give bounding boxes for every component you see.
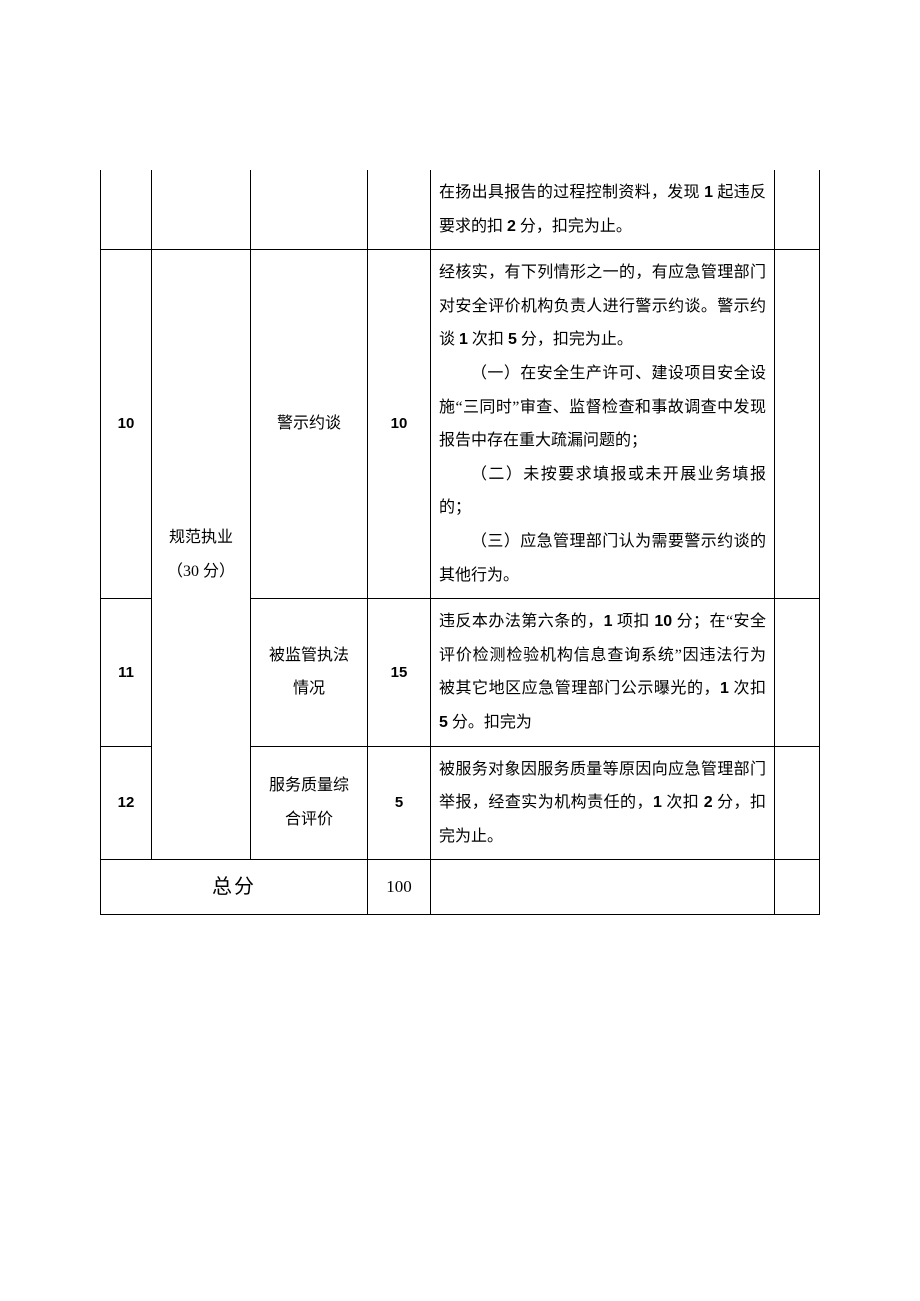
row12-idx: 12	[101, 746, 152, 860]
total-desc	[431, 860, 775, 915]
category-label-line1: 规范执业	[156, 521, 246, 555]
scoring-table: 在扬出具报告的过程控制资料，发现 1 起违反要求的扣 2 分，扣完为止。 10 …	[100, 170, 820, 915]
row0-idx	[101, 170, 152, 250]
row12-tail	[775, 746, 820, 860]
row10-p1: 经核实，有下列情形之一的，有应急管理部门对安全评价机构负责人进行警示约谈。警示约…	[439, 264, 766, 348]
row11-score: 15	[368, 599, 431, 746]
row0-desc-text: 在扬出具报告的过程控制资料，发现 1 起违反要求的扣 2 分，扣完为止。	[439, 184, 766, 235]
total-score: 100	[368, 860, 431, 915]
row10-item: 警示约谈	[251, 250, 368, 599]
row0-cat	[152, 170, 251, 250]
row12-desc-text: 被服务对象因服务质量等原因向应急管理部门举报，经查实为机构责任的，1 次扣 2 …	[439, 761, 766, 845]
row10-idx: 10	[101, 250, 152, 599]
row11-idx: 11	[101, 599, 152, 746]
row10-p3: （二）未按要求填报或未开展业务填报的；	[439, 458, 766, 525]
total-label: 总分	[101, 860, 368, 915]
row0-desc: 在扬出具报告的过程控制资料，发现 1 起违反要求的扣 2 分，扣完为止。	[431, 170, 775, 250]
row12-item: 服务质量综 合评价	[251, 746, 368, 860]
row0-tail	[775, 170, 820, 250]
total-tail	[775, 860, 820, 915]
total-row: 总分 100	[101, 860, 820, 915]
row12-score: 5	[368, 746, 431, 860]
row11-desc-text: 违反本办法第六条的，1 项扣 10 分；在“安全评价检测检验机构信息查询系统”因…	[439, 613, 766, 731]
row0-item	[251, 170, 368, 250]
category-label-line2: （30 分）	[156, 555, 246, 589]
row11-tail	[775, 599, 820, 746]
table-row: 在扬出具报告的过程控制资料，发现 1 起违反要求的扣 2 分，扣完为止。	[101, 170, 820, 250]
row11-item: 被监管执法 情况	[251, 599, 368, 746]
row0-score	[368, 170, 431, 250]
category-cell: 规范执业 （30 分）	[152, 250, 251, 860]
row12-desc: 被服务对象因服务质量等原因向应急管理部门举报，经查实为机构责任的，1 次扣 2 …	[431, 746, 775, 860]
row10-p2: （一）在安全生产许可、建设项目安全设施“三同时”审查、监督检查和事故调查中发现报…	[439, 357, 766, 458]
row10-score: 10	[368, 250, 431, 599]
row10-p4: （三）应急管理部门认为需要警示约谈的其他行为。	[439, 525, 766, 592]
page: 在扬出具报告的过程控制资料，发现 1 起违反要求的扣 2 分，扣完为止。 10 …	[0, 0, 920, 1301]
row10-tail	[775, 250, 820, 599]
row11-desc: 违反本办法第六条的，1 项扣 10 分；在“安全评价检测检验机构信息查询系统”因…	[431, 599, 775, 746]
table-row: 10 规范执业 （30 分） 警示约谈 10 经核实，有下列情形之一的，有应急管…	[101, 250, 820, 599]
row10-desc: 经核实，有下列情形之一的，有应急管理部门对安全评价机构负责人进行警示约谈。警示约…	[431, 250, 775, 599]
